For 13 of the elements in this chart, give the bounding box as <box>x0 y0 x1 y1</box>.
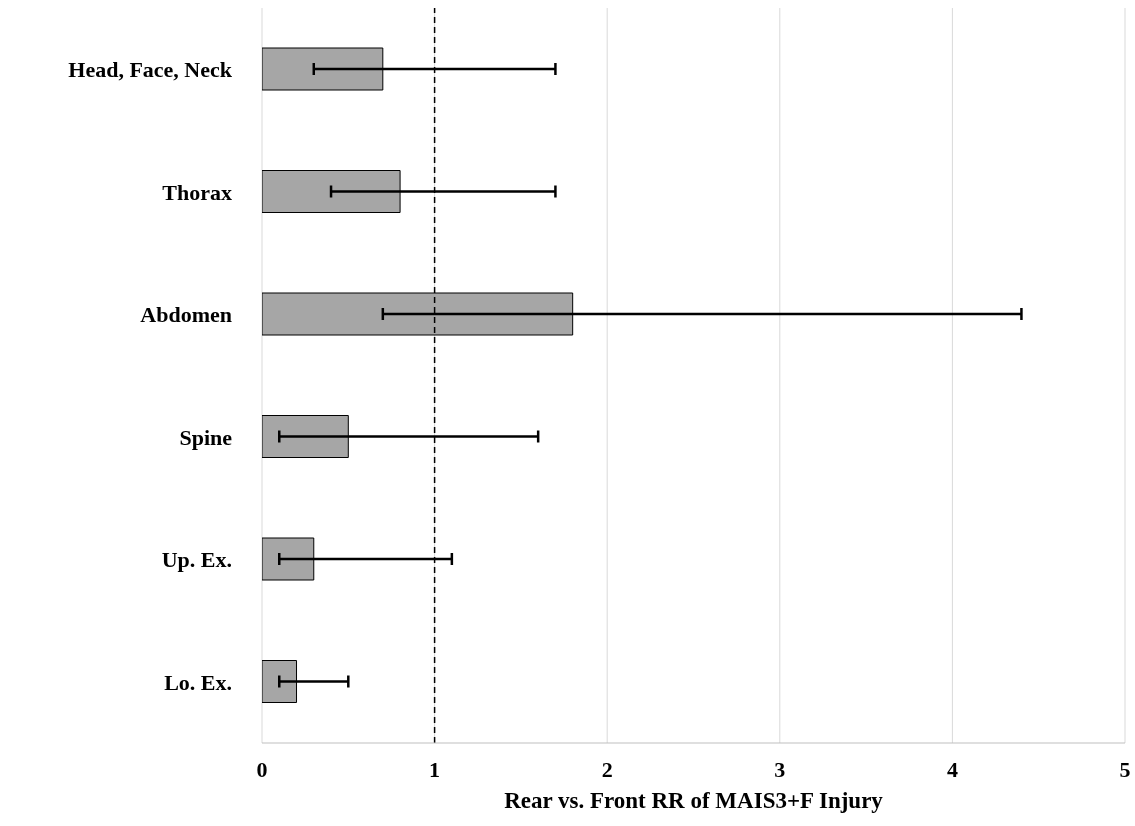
x-tick-label: 1 <box>429 756 441 782</box>
y-tick-label: Lo. Ex. <box>164 669 232 695</box>
y-tick-label: Abdomen <box>140 302 232 328</box>
x-tick-label: 4 <box>946 756 958 782</box>
x-tick-label: 5 <box>1119 756 1131 782</box>
x-axis-title: Rear vs. Front RR of MAIS3+F Injury <box>504 788 884 813</box>
y-tick-label: Head, Face, Neck <box>68 57 233 83</box>
x-tick-label: 0 <box>256 756 268 782</box>
y-tick-label: Up. Ex. <box>161 547 232 573</box>
x-tick-label: 3 <box>774 756 786 782</box>
y-tick-label: Spine <box>179 424 233 450</box>
y-tick-label: Thorax <box>162 179 232 205</box>
x-tick-label: 2 <box>601 756 613 782</box>
